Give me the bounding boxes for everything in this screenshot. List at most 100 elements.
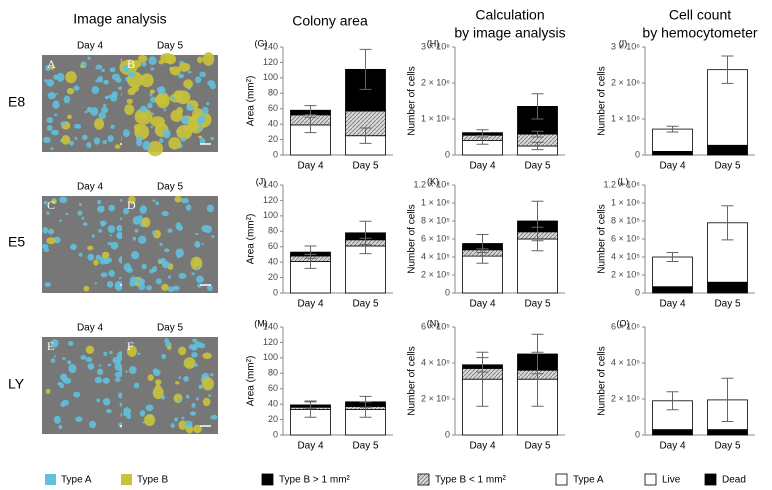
colony xyxy=(149,89,155,94)
colony xyxy=(209,82,217,90)
colony xyxy=(195,266,199,270)
x-tick-label: Day 4 xyxy=(469,441,496,452)
colony xyxy=(193,363,198,367)
colony xyxy=(189,120,200,132)
colony xyxy=(46,124,53,132)
colony xyxy=(178,73,184,79)
colony xyxy=(100,106,109,114)
colony xyxy=(127,71,136,78)
y-tick-label: 40 xyxy=(268,257,278,267)
colony xyxy=(107,135,114,142)
y-tick-label: 2 × 10⁶ xyxy=(611,77,640,87)
colony xyxy=(159,138,164,144)
colony xyxy=(126,267,133,273)
colony xyxy=(149,93,153,97)
colony xyxy=(191,403,196,408)
y-tick-label: 20 xyxy=(268,272,278,282)
colony xyxy=(60,121,67,127)
y-tick-label: 60 xyxy=(268,103,278,113)
y-tick-label: 40 xyxy=(268,399,278,409)
colony xyxy=(198,343,206,349)
colony xyxy=(195,275,204,283)
colony xyxy=(50,147,54,150)
colony xyxy=(96,368,104,376)
y-tick-label: 6 × 10⁵ xyxy=(611,321,640,331)
y-tick-label: 0 xyxy=(445,287,450,297)
colony xyxy=(69,140,75,146)
error-bar xyxy=(476,357,489,373)
colony xyxy=(87,56,91,61)
x-tick-label: Day 4 xyxy=(469,299,496,310)
x-tick-label: Day 4 xyxy=(297,299,324,310)
y-tick-label: 0 xyxy=(635,429,640,439)
colony xyxy=(83,285,90,292)
y-tick-label: 1.2 × 10⁶ xyxy=(604,179,641,189)
error-bar xyxy=(531,141,544,151)
colony xyxy=(202,352,212,360)
y-axis-label: Area (mm²) xyxy=(246,214,257,265)
colony xyxy=(116,224,123,232)
y-tick-label: 20 xyxy=(268,414,278,424)
y-tick-label: 0 xyxy=(273,149,278,159)
legend-swatch xyxy=(555,473,568,486)
colony xyxy=(176,106,184,115)
panel-label: (I) xyxy=(619,38,628,48)
y-tick-label: 6 × 10⁵ xyxy=(611,233,640,243)
colony xyxy=(152,368,159,374)
colony xyxy=(100,222,105,227)
column-title: Cell count xyxy=(669,7,731,23)
colony xyxy=(91,234,95,238)
colony xyxy=(159,242,163,247)
colony xyxy=(138,283,146,291)
colony xyxy=(152,230,157,235)
colony xyxy=(98,364,102,367)
colony xyxy=(47,92,56,100)
panel-label: (K) xyxy=(427,176,439,186)
colony xyxy=(208,394,212,397)
y-tick-label: 4 × 10⁵ xyxy=(421,251,450,261)
colony xyxy=(124,104,135,116)
y-tick-label: 80 xyxy=(268,368,278,378)
y-tick-label: 1.2 × 10⁶ xyxy=(414,179,451,189)
panel-label: (H) xyxy=(427,38,440,48)
colony xyxy=(155,379,162,385)
bar-segment xyxy=(707,144,748,156)
colony xyxy=(107,225,116,233)
day-label: Day 5 xyxy=(157,182,184,193)
bar-segment xyxy=(652,429,693,436)
error-bar xyxy=(666,391,679,411)
colony xyxy=(163,248,170,253)
colony xyxy=(150,116,165,128)
x-tick-label: Day 4 xyxy=(297,441,324,452)
y-axis-label: Number of cells xyxy=(407,204,418,273)
colony xyxy=(56,72,65,82)
colony xyxy=(174,195,182,203)
colony xyxy=(162,128,171,139)
colony xyxy=(175,381,180,385)
y-tick-label: 100 xyxy=(263,72,278,82)
colony xyxy=(45,388,51,394)
colony xyxy=(66,87,75,95)
y-tick-label: 20 xyxy=(268,134,278,144)
colony xyxy=(102,377,110,384)
colony xyxy=(134,228,139,233)
y-tick-label: 1 × 10⁶ xyxy=(421,113,450,123)
y-axis-label: Number of cells xyxy=(597,66,608,135)
x-tick-label: Day 4 xyxy=(659,299,686,310)
bar-segment xyxy=(652,150,693,156)
colony xyxy=(144,414,156,427)
column-title: by hemocytometer xyxy=(642,25,757,41)
colony xyxy=(67,360,72,365)
y-tick-label: 6 × 10⁵ xyxy=(421,321,450,331)
y-axis-label: Number of cells xyxy=(407,66,418,135)
error-bar xyxy=(721,377,734,422)
colony xyxy=(94,118,105,130)
y-axis-label: Area (mm²) xyxy=(246,76,257,127)
colony xyxy=(190,256,203,271)
colony xyxy=(126,98,133,105)
colony xyxy=(147,140,164,157)
bar-segment xyxy=(707,429,748,436)
colony xyxy=(105,257,112,263)
